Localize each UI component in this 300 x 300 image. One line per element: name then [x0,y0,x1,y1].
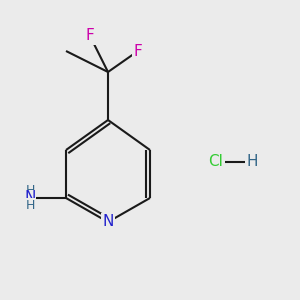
Text: H: H [246,154,258,169]
Text: F: F [85,28,94,44]
Text: N: N [24,190,36,206]
Text: H: H [25,184,35,197]
Text: Cl: Cl [208,154,224,169]
Text: F: F [134,44,142,59]
Text: N: N [102,214,114,230]
Text: H: H [25,199,35,212]
